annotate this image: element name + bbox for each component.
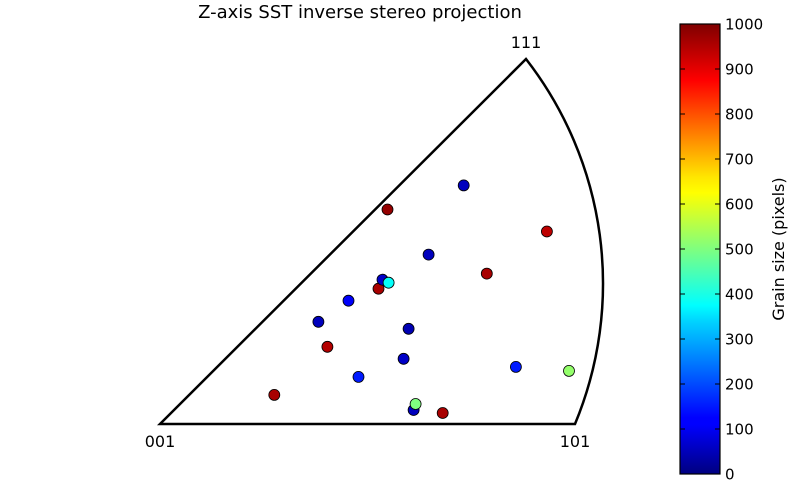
data-points (268, 179, 575, 419)
data-point (541, 225, 553, 238)
corner-label-001: 001 (145, 432, 176, 451)
data-point (382, 276, 395, 289)
colorbar-tick-label: 0 (725, 466, 735, 484)
colorbar-label: Grain size (pixels) (769, 177, 788, 320)
data-point (402, 322, 415, 335)
chart-title: Z-axis SST inverse stereo projection (198, 2, 522, 23)
data-point (321, 340, 334, 353)
data-point (422, 248, 435, 261)
colorbar-tick-label: 900 (725, 61, 754, 79)
data-point (312, 315, 325, 328)
colorbar-tick-label: 100 (725, 421, 754, 439)
colorbar: 0 100 200 300 400 500 600 700 800 900 1000 Grain s… (679, 16, 788, 484)
data-point (510, 360, 522, 373)
data-point (342, 294, 355, 307)
data-point (457, 179, 470, 192)
colorbar-tick-label: 400 (725, 286, 754, 304)
colorbar-tick-label: 500 (725, 241, 754, 259)
data-point (397, 352, 410, 365)
colorbar-tick-label: 1000 (725, 16, 763, 34)
corner-label-101: 101 (560, 432, 591, 451)
sst-triangle-outline (156, 57, 605, 426)
colorbar-ticks: 0 100 200 300 400 500 600 700 800 900 1000 (680, 16, 763, 484)
colorbar-tick-label: 700 (725, 151, 754, 169)
data-point (352, 370, 365, 383)
colorbar-tick-label: 300 (725, 331, 754, 349)
colorbar-tick-label: 800 (725, 106, 754, 124)
data-point (381, 203, 394, 216)
colorbar-gradient (679, 23, 721, 475)
data-point (436, 407, 449, 419)
corner-label-111: 111 (511, 33, 542, 52)
colorbar-tick-label: 600 (725, 196, 754, 214)
data-point (563, 364, 575, 377)
data-point (409, 398, 422, 410)
data-point (480, 267, 493, 280)
data-point (268, 388, 281, 401)
colorbar-tick-label: 200 (725, 376, 754, 394)
